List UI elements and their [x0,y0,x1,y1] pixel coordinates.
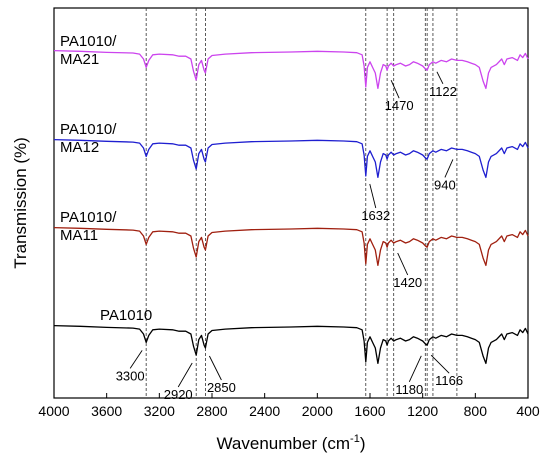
series-label: MA12 [60,139,99,156]
x-ticks: 4000 3600 3200 2800 2400 2000 1600 1200 800 400 [38,393,540,419]
reference-lines [145,8,458,398]
x-tick-label: 4000 [38,403,69,419]
x-tick-label: 1600 [354,403,385,419]
annotation-label: 1632 [361,208,390,223]
annotation-arrow [177,362,193,388]
series-line-0 [53,49,529,90]
x-tick-label: 1200 [407,403,438,419]
plot-frame [53,7,529,399]
x-tick-label: 2800 [196,403,227,419]
series-line-2 [53,226,529,267]
series-label: MA11 [60,227,98,244]
annotations: 1470 1122 940 1632 1420 3300 2920 2850 1180 1166 [116,71,463,402]
y-axis-title: Transmission (%) [11,137,30,269]
annotation-arrow [369,183,377,209]
x-tick-label: 400 [516,403,540,419]
annotation-label: 1180 [395,382,423,397]
annotation-label: 2920 [164,387,193,402]
annotation-arrow [390,80,400,99]
x-tick-label: 800 [464,403,488,419]
annotation-label: 1470 [385,98,414,113]
series-layer [53,49,529,365]
series-label: PA1010/ [60,209,117,226]
x-tick-label: 2400 [249,403,280,419]
series-line-1 [53,138,529,179]
annotation-arrow [129,350,143,369]
annotation-arrow [444,159,454,178]
series-label: PA1010/ [60,33,117,50]
series-line-3 [53,324,529,365]
x-axis-title-close: ) [360,434,366,453]
annotation-arrow [397,252,409,276]
series-label: PA1010 [100,307,152,324]
series-label: MA21 [60,51,99,68]
x-axis-title: Wavenumber (cm-1) [217,433,366,453]
x-axis-title-superscript: -1 [350,433,360,445]
annotation-label: 2850 [207,380,236,395]
annotation-arrow [408,355,422,382]
annotation-label: 1166 [435,373,463,388]
annotation-label: 940 [434,177,456,192]
x-tick-label: 3200 [144,403,175,419]
x-tick-label: 3600 [91,403,122,419]
series-label: PA1010/ [60,121,117,138]
annotation-label: 1122 [429,84,457,99]
annotation-arrow [436,71,444,85]
annotation-arrow [430,354,450,374]
x-tick-label: 2000 [302,403,333,419]
annotation-label: 1420 [393,275,422,290]
x-axis-title-main: Wavenumber (cm [217,434,351,453]
annotation-label: 3300 [116,368,145,383]
annotation-arrow [209,355,222,381]
